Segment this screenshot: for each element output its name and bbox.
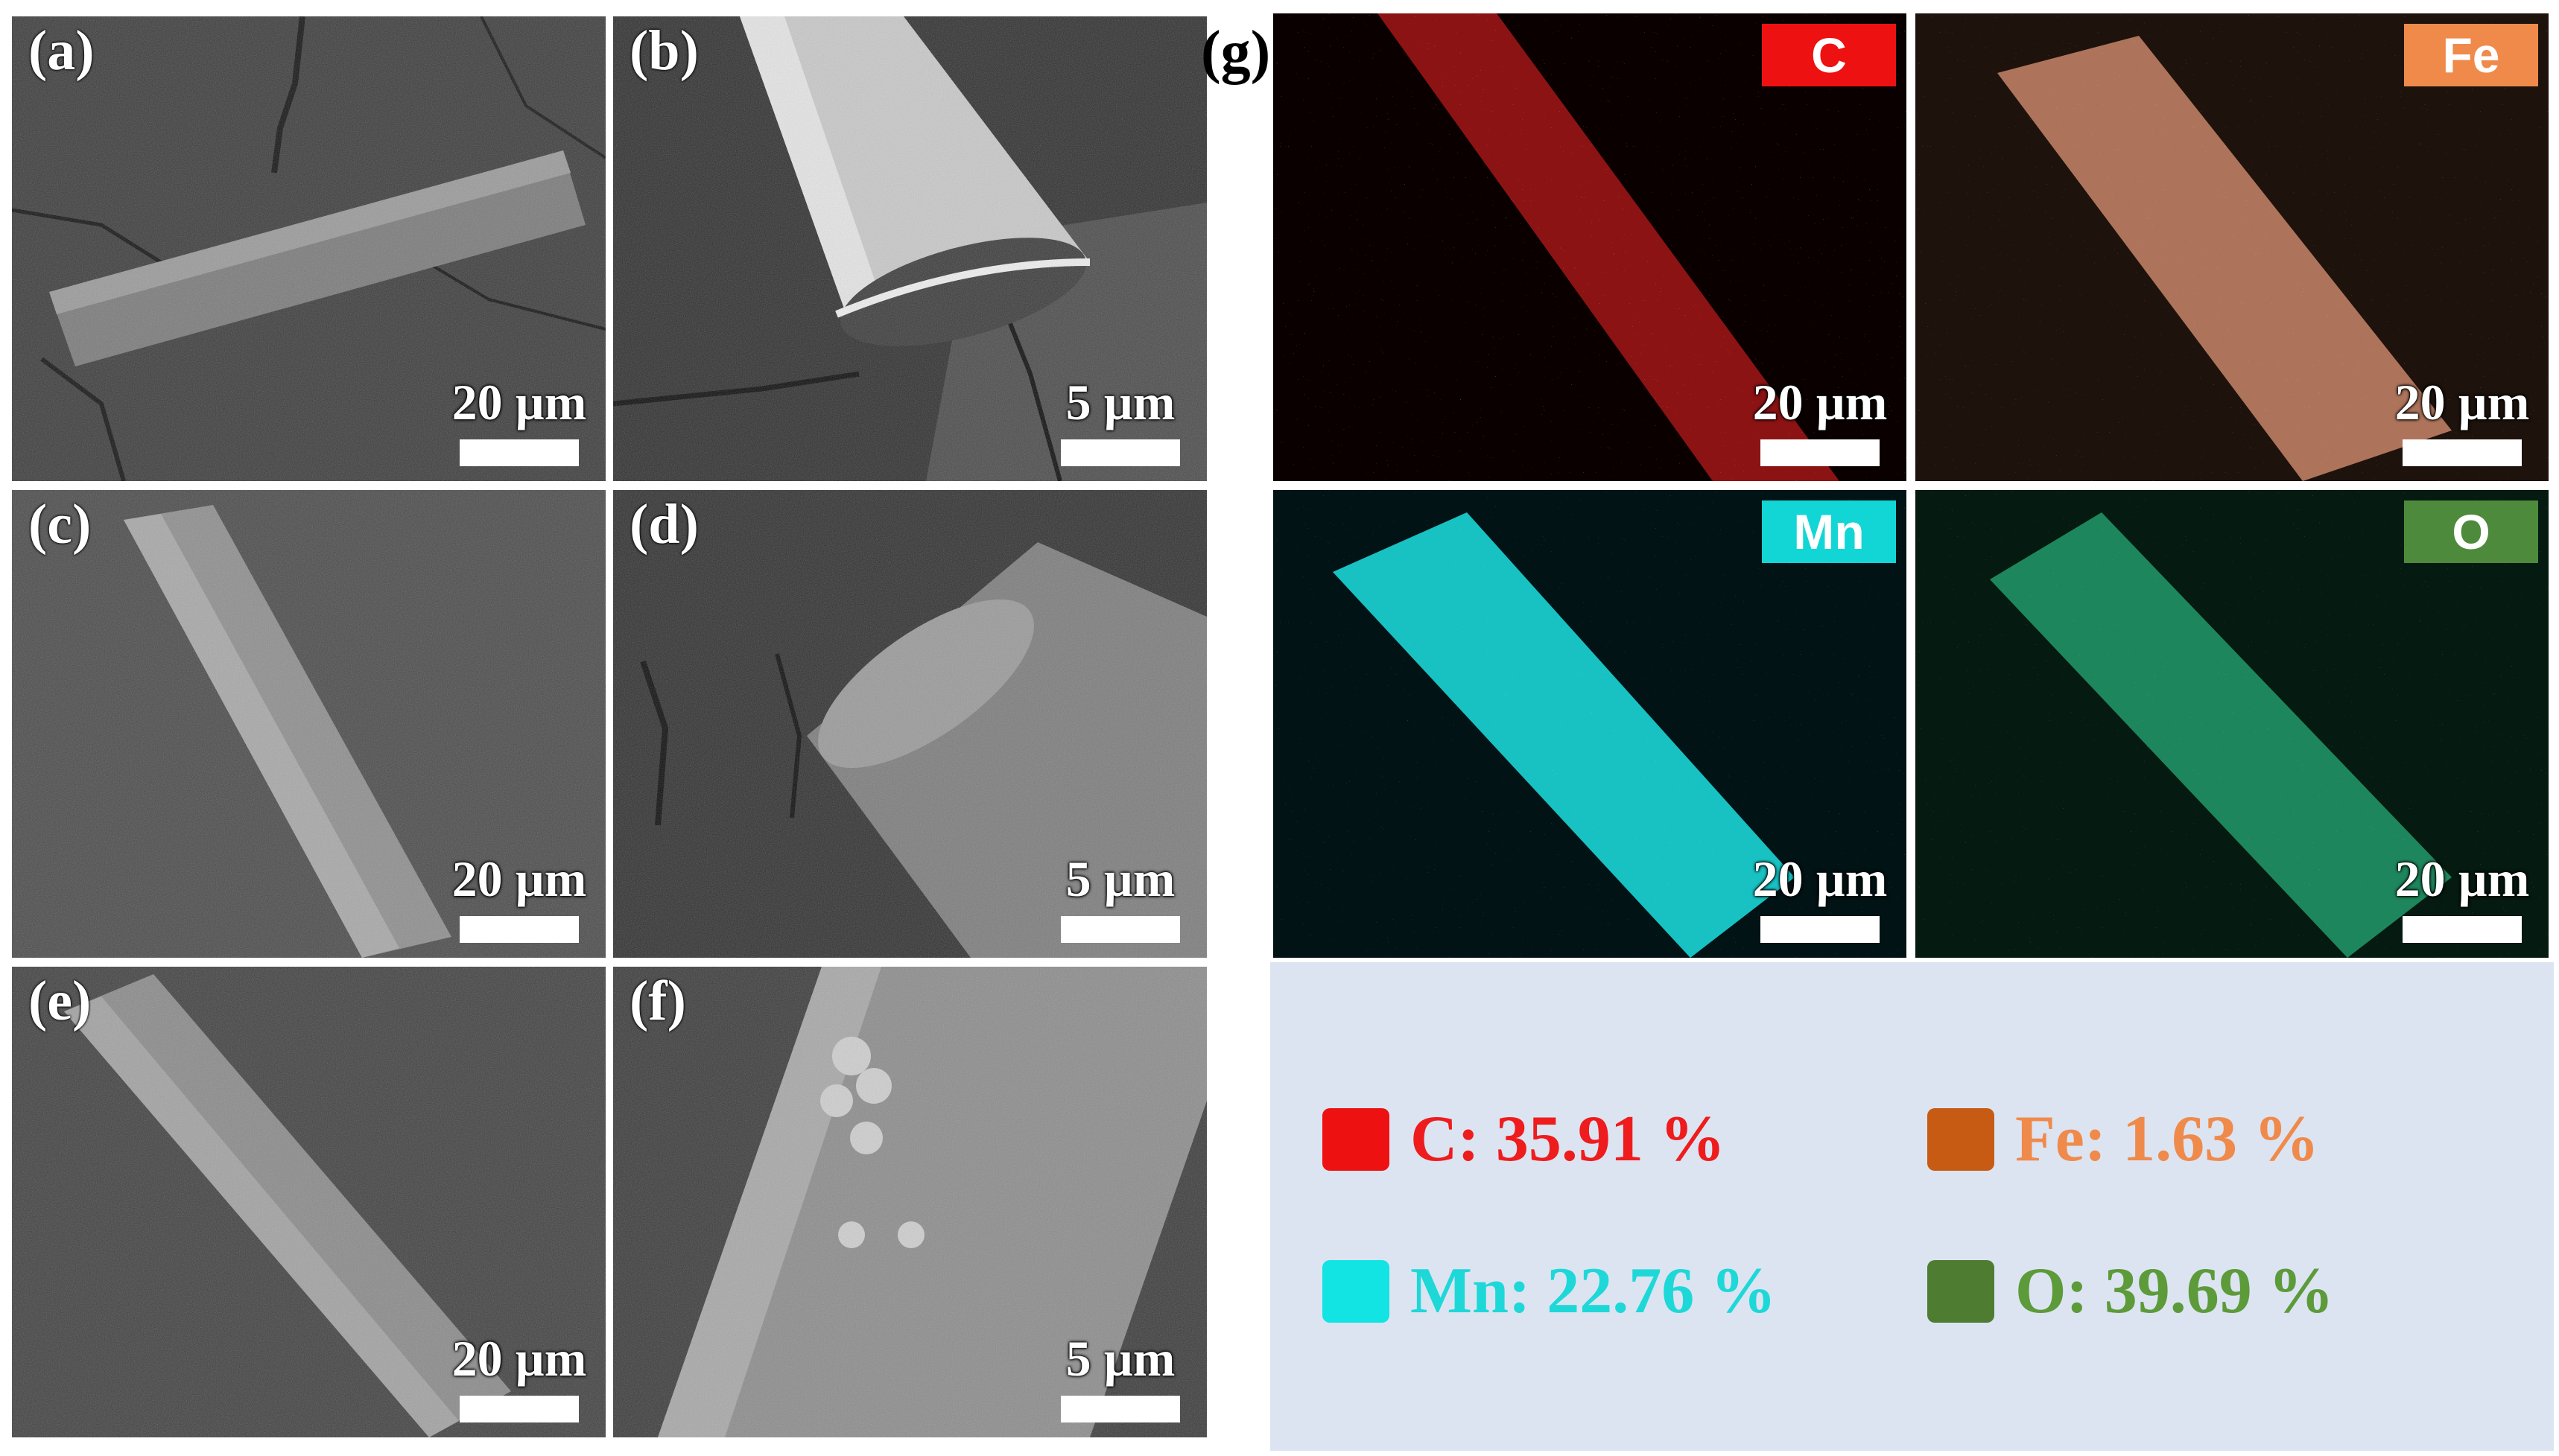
scale-bar-line — [2403, 916, 2522, 943]
scale-bar-line — [2403, 439, 2522, 466]
sem-panel-b: (b) 5 µm — [613, 16, 1207, 481]
element-tag-c: C — [1762, 24, 1896, 86]
element-tag-o: O — [2404, 500, 2538, 563]
panel-label: (b) — [630, 19, 699, 82]
scale-bar: 20 µm — [2388, 377, 2537, 466]
composition-text-fe: Fe: 1.63 % — [2015, 1103, 2320, 1175]
scale-bar: 5 µm — [1046, 853, 1195, 943]
scale-bar: 20 µm — [445, 1333, 594, 1422]
scale-bar: 20 µm — [1745, 853, 1894, 943]
panel-label: (f) — [630, 970, 686, 1032]
scale-bar-line — [1061, 916, 1180, 943]
eds-map-c: C 20 µm — [1273, 13, 1906, 481]
panel-label: (e) — [28, 970, 92, 1032]
composition-entry-fe: Fe: 1.63 % — [1927, 1107, 2319, 1172]
panel-label-g: (g) — [1201, 19, 1271, 85]
scale-bar-line — [1760, 439, 1880, 466]
scale-text: 20 µm — [1752, 374, 1888, 430]
eds-image-c — [1273, 13, 1906, 481]
scale-text: 5 µm — [1065, 374, 1176, 430]
scale-text: 5 µm — [1065, 851, 1176, 907]
scale-text: 20 µm — [2394, 851, 2530, 907]
sem-image-a — [12, 16, 606, 481]
swatch-c — [1322, 1108, 1389, 1171]
sem-image-b — [613, 16, 1207, 481]
scale-bar-line — [460, 1396, 579, 1422]
swatch-fe — [1927, 1108, 1994, 1171]
composition-text-o: O: 39.69 % — [2015, 1255, 2334, 1327]
swatch-o — [1927, 1260, 1994, 1323]
swatch-mn — [1322, 1260, 1389, 1323]
element-tag-mn: Mn — [1762, 500, 1896, 563]
scale-bar: 5 µm — [1046, 377, 1195, 466]
eds-map-mn: Mn 20 µm — [1273, 490, 1906, 958]
sem-image-c — [12, 490, 606, 958]
panel-label: (d) — [630, 493, 699, 556]
composition-entry-o: O: 39.69 % — [1927, 1259, 2334, 1324]
element-tag-fe: Fe — [2404, 24, 2538, 86]
panel-label: (c) — [28, 493, 92, 556]
composition-text-mn: Mn: 22.76 % — [1410, 1255, 1777, 1327]
sem-panel-d: (d) 5 µm — [613, 490, 1207, 958]
composition-text-c: C: 35.91 % — [1410, 1103, 1725, 1175]
sem-panel-a: (a) 20 µm — [12, 16, 606, 481]
scale-text: 20 µm — [1752, 851, 1888, 907]
eds-image-o — [1915, 490, 2549, 958]
composition-summary: C: 35.91 % Fe: 1.63 % Mn: 22.76 % O: 39.… — [1270, 962, 2554, 1451]
eds-map-o: O 20 µm — [1915, 490, 2549, 958]
scale-bar: 20 µm — [445, 377, 594, 466]
composition-entry-mn: Mn: 22.76 % — [1322, 1259, 1776, 1324]
eds-map-fe: Fe 20 µm — [1915, 13, 2549, 481]
scale-text: 20 µm — [451, 374, 587, 430]
sem-panel-c: (c) 20 µm — [12, 490, 606, 958]
scale-bar: 5 µm — [1046, 1333, 1195, 1422]
scale-bar-line — [1061, 1396, 1180, 1422]
sem-image-d — [613, 490, 1207, 958]
scale-bar: 20 µm — [1745, 377, 1894, 466]
sem-image-e — [12, 967, 606, 1437]
scale-bar-line — [1061, 439, 1180, 466]
scale-text: 20 µm — [451, 1330, 587, 1387]
eds-image-fe — [1915, 13, 2549, 481]
scale-bar: 20 µm — [2388, 853, 2537, 943]
panel-label: (a) — [28, 19, 95, 82]
sem-panel-f: (f) 5 µm — [613, 967, 1207, 1437]
scale-text: 20 µm — [451, 851, 587, 907]
scale-bar: 20 µm — [445, 853, 594, 943]
scale-bar-line — [460, 439, 579, 466]
scale-bar-line — [1760, 916, 1880, 943]
eds-image-mn — [1273, 490, 1906, 958]
sem-panel-e: (e) 20 µm — [12, 967, 606, 1437]
scale-text: 5 µm — [1065, 1330, 1176, 1387]
sem-image-f — [613, 967, 1207, 1437]
scale-bar-line — [460, 916, 579, 943]
composition-entry-c: C: 35.91 % — [1322, 1107, 1725, 1172]
scale-text: 20 µm — [2394, 374, 2530, 430]
